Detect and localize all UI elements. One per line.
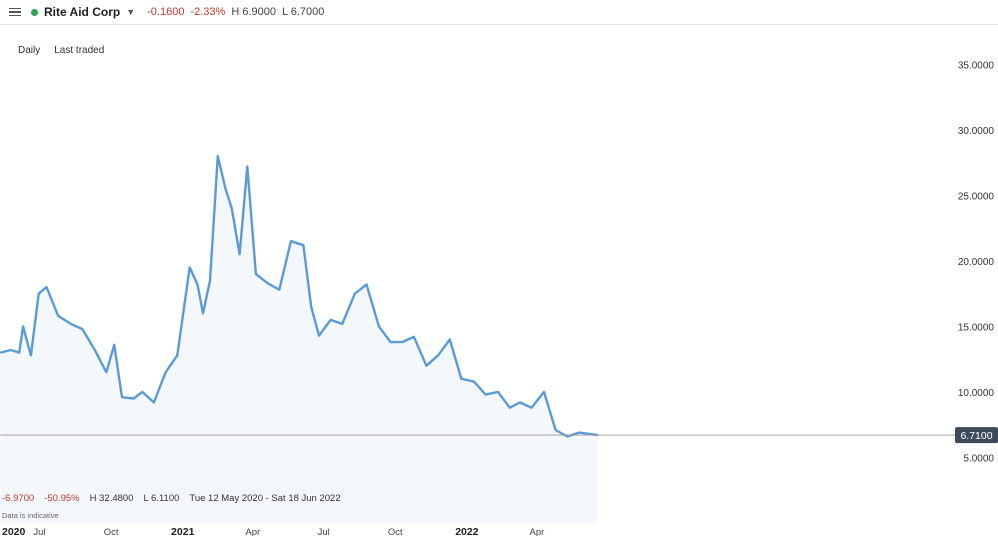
price-type-selector[interactable]: Last traded	[54, 45, 105, 56]
x-tick-label: 2022	[455, 526, 479, 536]
x-tick-label: 2021	[171, 526, 195, 536]
data-point	[121, 396, 123, 399]
data-point	[389, 341, 392, 343]
data-point	[378, 325, 380, 328]
instrument-name[interactable]: Rite Aid Corp	[44, 5, 121, 19]
day-high: H 6.9000	[231, 6, 276, 18]
data-point	[37, 292, 40, 295]
data-point	[231, 207, 233, 210]
data-point	[473, 380, 475, 383]
data-point	[302, 244, 305, 246]
period-low: L 6.1100	[143, 493, 180, 504]
x-tick-label: Oct	[388, 527, 403, 536]
data-point	[318, 334, 320, 337]
data-point	[543, 391, 545, 393]
data-point	[497, 391, 499, 393]
x-tick-label: Jul	[318, 527, 330, 536]
chart-controls: Daily Last traded	[18, 45, 104, 56]
data-point	[566, 435, 569, 438]
data-point	[437, 354, 439, 357]
data-point	[217, 155, 219, 157]
y-tick-label: 15.0000	[958, 322, 995, 333]
y-tick-label: 5.0000	[963, 453, 994, 464]
data-point	[0, 351, 2, 354]
data-point	[255, 273, 257, 275]
top-toolbar: Rite Aid Corp ▼ -0.1600 -2.33% H 6.9000 …	[0, 0, 998, 25]
data-point	[113, 344, 115, 346]
y-tick-label: 20.0000	[958, 257, 995, 268]
x-tick-label: Apr	[530, 527, 545, 536]
current-price-label: 6.7100	[960, 430, 992, 442]
period-high: H 32.4800	[89, 493, 134, 504]
period-range: Tue 12 May 2020 - Sat 18 Jun 2022	[189, 493, 341, 504]
data-point	[57, 315, 59, 317]
data-point	[209, 279, 211, 282]
data-point	[329, 319, 332, 321]
data-point	[18, 351, 21, 354]
price-area	[0, 156, 598, 523]
y-tick-label: 25.0000	[958, 191, 995, 202]
data-point	[153, 401, 155, 404]
data-point	[341, 323, 344, 325]
period-change: -6.9700	[2, 493, 35, 504]
x-tick-label: Jul	[33, 527, 45, 536]
price-change: -0.1600	[147, 6, 185, 18]
data-disclaimer: Data is indicative	[2, 511, 59, 520]
data-point	[202, 312, 204, 315]
data-point	[425, 364, 428, 367]
data-point	[94, 349, 96, 351]
data-point	[246, 165, 249, 168]
data-point	[508, 406, 511, 409]
data-point	[449, 338, 451, 341]
hamburger-menu-icon[interactable]	[9, 8, 21, 16]
data-point	[22, 325, 24, 328]
data-point	[188, 266, 191, 269]
data-point	[224, 188, 227, 190]
market-status-icon	[31, 8, 38, 16]
data-point	[9, 349, 12, 351]
data-point	[310, 306, 313, 308]
data-point	[530, 406, 533, 409]
data-point	[30, 354, 32, 357]
data-point	[519, 401, 521, 404]
data-point	[132, 397, 135, 400]
period-stats: -6.9700 -50.95% H 32.4800 L 6.1100 Tue 1…	[2, 493, 341, 504]
price-line	[0, 154, 598, 438]
day-low: L 6.7000	[281, 6, 325, 18]
data-point	[554, 429, 557, 431]
x-tick-label: Apr	[245, 527, 260, 536]
x-tick-label: 2020	[2, 526, 26, 536]
price-change-pct: -2.33%	[190, 6, 226, 18]
data-point	[45, 286, 48, 288]
current-price-label-bg	[955, 427, 998, 444]
data-point	[81, 328, 84, 330]
data-point	[141, 391, 144, 393]
data-point	[578, 431, 580, 434]
data-point	[196, 283, 199, 286]
data-point	[365, 283, 368, 286]
data-point	[290, 240, 292, 242]
data-point	[164, 371, 167, 374]
y-tick-label: 10.0000	[958, 388, 995, 399]
data-point	[69, 323, 72, 325]
y-tick-label: 35.0000	[958, 60, 995, 71]
data-point	[238, 253, 241, 256]
data-point	[266, 282, 269, 285]
x-tick-label: Oct	[104, 527, 119, 536]
data-point	[484, 393, 487, 396]
instrument-dropdown-icon[interactable]: ▼	[126, 7, 136, 17]
data-point	[278, 288, 281, 291]
period-change-pct: -50.95%	[44, 493, 80, 504]
interval-selector[interactable]: Daily	[18, 45, 41, 56]
data-point	[401, 341, 404, 343]
data-point	[354, 292, 356, 295]
data-point	[176, 354, 179, 357]
data-point	[413, 336, 415, 338]
data-point	[460, 378, 463, 380]
data-point	[105, 371, 108, 374]
y-tick-label: 30.0000	[958, 126, 995, 137]
